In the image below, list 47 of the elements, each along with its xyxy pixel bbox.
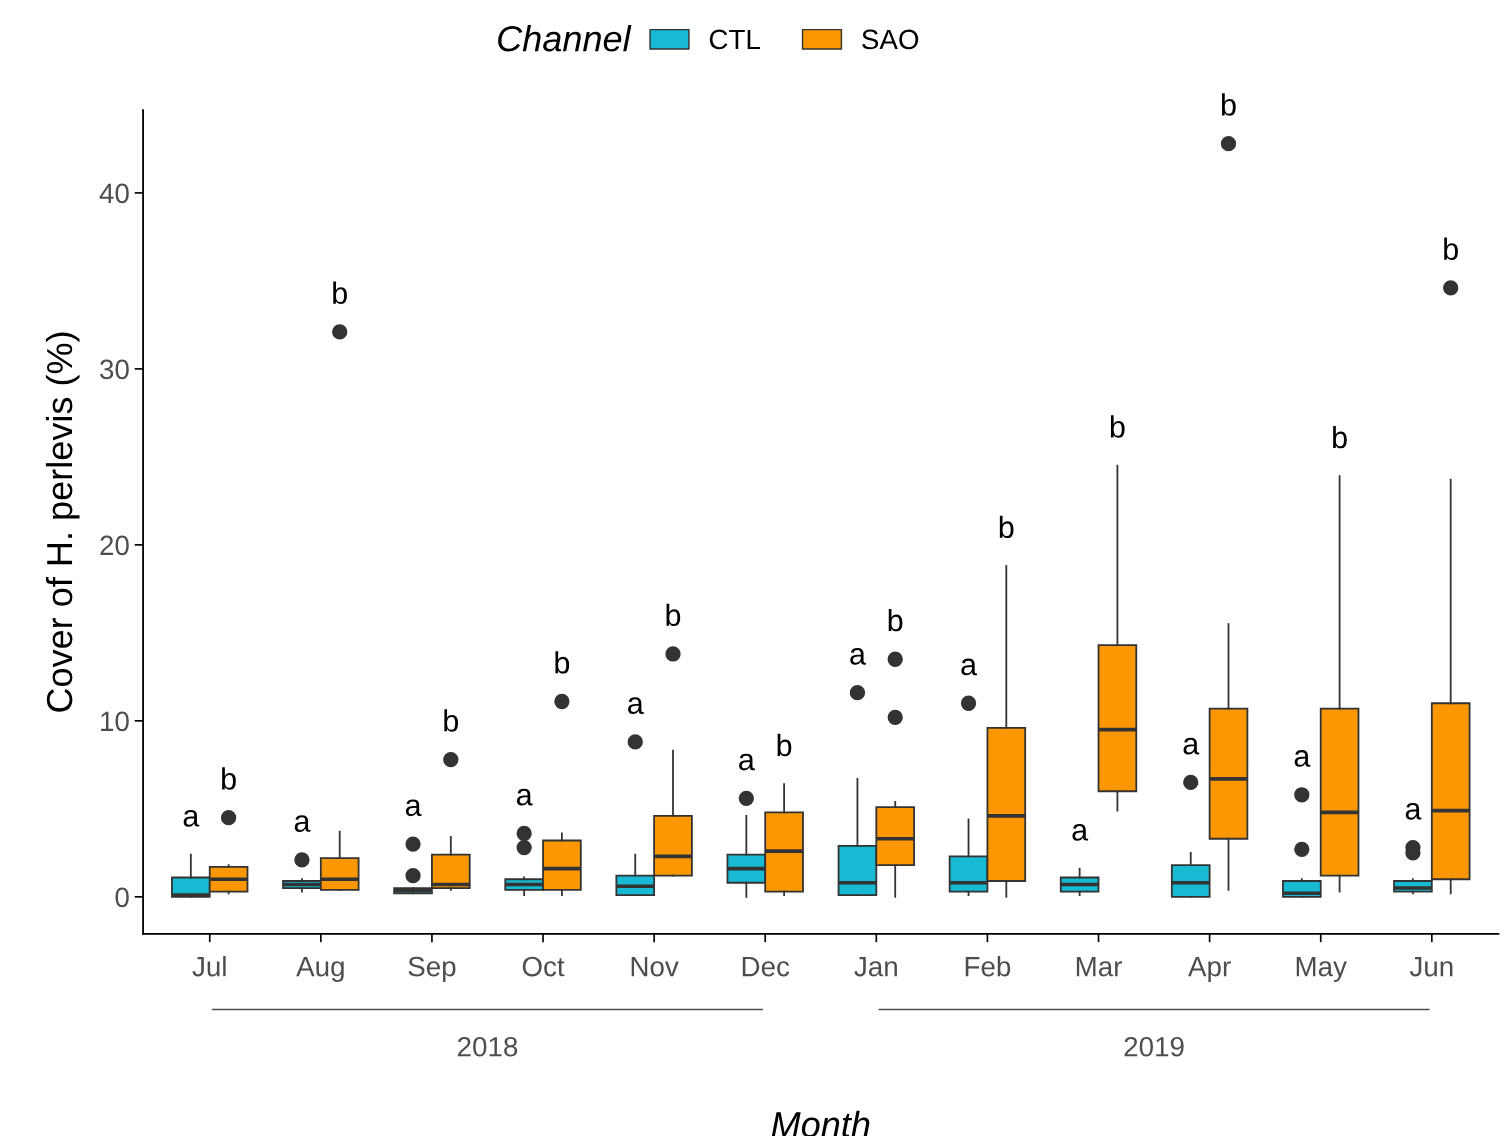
x-tick-label: Jul <box>192 956 226 977</box>
y-tick-label: 30 <box>100 359 129 380</box>
annotation: a <box>628 697 644 715</box>
annotation: b <box>666 603 681 627</box>
y-tick-label: 20 <box>100 535 129 556</box>
legend-label: SAO <box>862 29 919 50</box>
x-tick-label: Aug <box>296 957 344 982</box>
annotation: a <box>961 658 978 676</box>
annotation: a <box>294 815 311 832</box>
annotation: a <box>739 753 755 771</box>
annotation: a <box>183 809 200 827</box>
x-tick-label: May <box>1296 957 1347 982</box>
x-tick-label: Mar <box>1076 957 1122 977</box>
legend-label: CTL <box>709 29 760 50</box>
x-tick-label: Sep <box>408 956 456 982</box>
annotation: b <box>1110 415 1125 438</box>
text: 2018 <box>457 1036 518 1057</box>
annotation: b <box>444 709 459 732</box>
y-tick-label: 10 <box>101 711 129 732</box>
annotation: a <box>1294 750 1311 767</box>
y-axis-title: Cover of H. perlevis (%) <box>45 332 80 712</box>
annotation: a <box>1183 737 1200 755</box>
x-tick-label: Jun <box>1409 957 1453 977</box>
annotation: b <box>555 651 570 674</box>
annotation: b <box>1221 93 1236 116</box>
annotation: b <box>888 608 903 632</box>
annotation: a <box>1072 824 1089 841</box>
annotation: a <box>850 648 866 665</box>
text: 2019 <box>1124 1036 1184 1057</box>
annotation: b <box>222 767 236 790</box>
annotation: a <box>405 799 422 817</box>
y-tick-label: 40 <box>99 183 129 204</box>
x-tick-label: Apr <box>1188 957 1231 982</box>
annotation: b <box>777 733 792 757</box>
x-tick-label: Nov <box>631 957 679 977</box>
x-tick-label: Jan <box>854 957 897 977</box>
annotation: b <box>333 281 347 305</box>
x-tick-label: Feb <box>965 956 1011 977</box>
x-tick-label: Dec <box>742 957 790 977</box>
x-tick-label: Oct <box>522 956 565 977</box>
annotation: b <box>1444 237 1458 261</box>
annotation: a <box>516 788 533 806</box>
y-tick-label: 0 <box>115 887 129 908</box>
annotation: b <box>999 515 1014 539</box>
annotation: b <box>1333 425 1347 449</box>
legend-title: Channel <box>498 25 632 52</box>
annotation: a <box>1405 802 1422 820</box>
